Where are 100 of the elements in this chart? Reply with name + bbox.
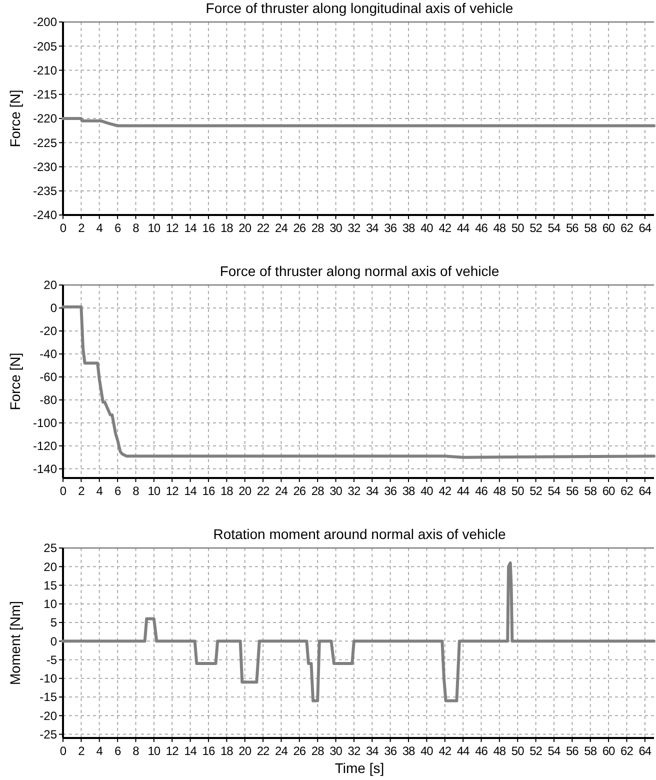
x-tick-label: 10	[148, 744, 161, 758]
x-tick-label: 26	[293, 484, 306, 498]
line-series	[62, 305, 656, 459]
x-tick-label: 34	[366, 221, 380, 235]
y-tick-label: -220	[32, 112, 58, 126]
x-tick-label: 8	[132, 484, 140, 498]
y-tick-label: -60	[40, 370, 58, 384]
x-tick-label: 58	[584, 484, 598, 498]
x-tick-label: 0	[60, 221, 67, 235]
y-tick-label: -15	[40, 690, 58, 704]
x-tick-label: 46	[475, 744, 488, 758]
x-tick-label: 28	[311, 484, 325, 498]
y-tick-label: 10	[44, 597, 58, 612]
x-tick-label: 14	[184, 221, 198, 235]
x-tick-label: 0	[60, 744, 67, 758]
x-tick-label: 8	[132, 744, 140, 758]
y-tick-label: -200	[32, 15, 58, 30]
x-tick-label: 32	[348, 484, 361, 498]
x-tick-label: 30	[330, 484, 343, 498]
y-tick-label: 0	[50, 301, 58, 316]
y-tick-label: -20	[40, 324, 58, 338]
y-tick-label: -10	[40, 672, 58, 686]
x-tick-label: 62	[620, 221, 634, 235]
y-tick-label: -215	[32, 88, 58, 102]
x-tick-label: 60	[602, 744, 616, 758]
x-tick-label: 26	[293, 221, 306, 235]
x-tick-label: 54	[548, 484, 561, 498]
x-tick-label: 6	[114, 744, 122, 758]
x-tick-label: 32	[348, 744, 361, 758]
y-tick-label: -40	[40, 347, 58, 362]
x-tick-label: 22	[256, 484, 270, 498]
y-axis-title: Force [N]	[7, 90, 23, 148]
x-tick-label: 52	[530, 744, 543, 758]
x-tick-label: 52	[530, 484, 543, 498]
x-tick-label: 40	[420, 744, 434, 758]
x-tick-label: 48	[493, 484, 506, 498]
x-tick-label: 12	[166, 484, 180, 498]
x-tick-label: 16	[202, 484, 216, 498]
x-tick-label: 6	[114, 484, 122, 498]
y-tick-label: -120	[32, 439, 58, 454]
x-tick-label: 38	[402, 484, 416, 498]
x-tick-label: 24	[275, 744, 288, 758]
x-tick-label: 22	[256, 744, 270, 758]
x-tick-label: 30	[330, 221, 343, 235]
x-tick-label: 4	[96, 221, 104, 235]
x-tick-label: 16	[202, 221, 216, 235]
x-tick-label: 2	[78, 484, 86, 498]
y-tick-label: -25	[40, 727, 58, 742]
x-tick-label: 2	[78, 221, 86, 235]
x-tick-label: 20	[238, 484, 252, 498]
x-tick-label: 38	[402, 221, 416, 235]
x-tick-label: 10	[148, 484, 161, 498]
x-tick-label: 12	[166, 221, 180, 235]
x-tick-label: 4	[96, 744, 104, 758]
x-tick-label: 56	[566, 484, 580, 498]
y-tick-label: -205	[32, 39, 58, 54]
x-tick-label: 54	[548, 221, 561, 235]
y-tick-label: -210	[32, 63, 58, 78]
x-tick-label: 60	[602, 484, 616, 498]
y-axis-title: Force [N]	[7, 352, 23, 410]
y-tick-label: 20	[44, 560, 58, 574]
y-tick-label: -5	[46, 652, 58, 667]
x-tick-label: 42	[438, 221, 452, 235]
y-tick-label: -240	[32, 208, 58, 222]
x-tick-label: 44	[456, 221, 470, 235]
x-tick-label: 40	[420, 221, 434, 235]
x-tick-label: 42	[438, 744, 452, 758]
x-tick-label: 26	[293, 744, 306, 758]
x-tick-label: 14	[184, 484, 198, 498]
y-tick-label: -80	[40, 393, 58, 408]
x-tick-label: 32	[348, 221, 361, 235]
x-tick-label: 64	[638, 484, 652, 498]
x-tick-label: 48	[493, 744, 506, 758]
x-tick-label: 46	[475, 484, 488, 498]
x-tick-label: 62	[620, 744, 634, 758]
x-tick-label: 20	[238, 744, 252, 758]
x-tick-label: 34	[366, 744, 380, 758]
x-tick-label: 54	[548, 744, 561, 758]
y-tick-label: 0	[50, 634, 58, 648]
x-tick-label: 34	[366, 484, 380, 498]
x-axis-title: Time [s]	[334, 760, 384, 776]
y-axis-title: Moment [Nm]	[7, 600, 23, 686]
x-tick-label: 62	[620, 484, 634, 498]
x-tick-label: 6	[114, 221, 122, 235]
x-tick-label: 24	[275, 484, 288, 498]
x-tick-label: 20	[238, 221, 252, 235]
y-tick-label: 15	[44, 578, 58, 592]
x-tick-label: 36	[384, 221, 398, 235]
x-tick-label: 22	[256, 221, 270, 235]
x-tick-label: 50	[511, 221, 525, 235]
x-tick-label: 52	[530, 221, 543, 235]
y-tick-label: 20	[44, 278, 58, 292]
line-series	[62, 561, 656, 702]
x-tick-label: 48	[493, 221, 506, 235]
x-tick-label: 42	[438, 484, 452, 498]
x-tick-label: 10	[148, 221, 161, 235]
x-tick-label: 60	[602, 221, 616, 235]
y-tick-label: -225	[32, 136, 58, 150]
x-tick-label: 12	[166, 744, 180, 758]
x-tick-label: 36	[384, 484, 398, 498]
